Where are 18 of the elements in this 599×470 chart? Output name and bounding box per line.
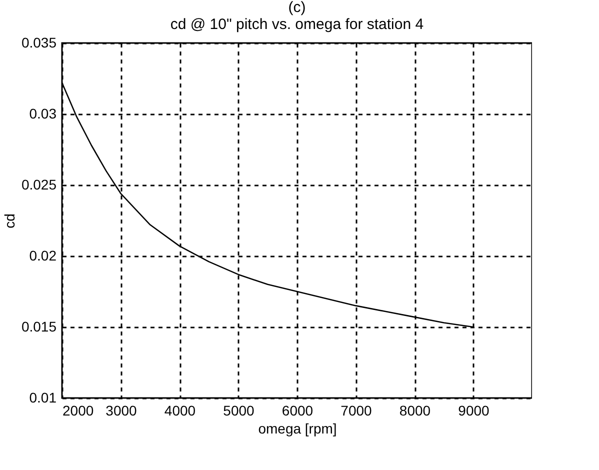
y-tick-label: 0.02: [29, 248, 57, 264]
y-tick-label: 0.01: [29, 390, 57, 406]
x-tick-label: 9000: [458, 402, 490, 418]
y-tick-label: 0.015: [21, 318, 57, 334]
x-tick-label: 2000: [62, 402, 94, 418]
text: (c): [288, 0, 306, 16]
x-tick-label: 6000: [282, 402, 314, 418]
x-tick-label: 3000: [106, 402, 138, 418]
y-tick-label: 0.035: [21, 34, 57, 50]
x-tick-label: 8000: [399, 402, 431, 418]
y-tick-label: 0.03: [29, 106, 57, 122]
x-tick-label: 7000: [340, 402, 372, 418]
chart-title: cd @ 10" pitch vs. omega for station 4: [170, 16, 424, 33]
x-tick-label: 5000: [223, 402, 255, 418]
x-axis-title: omega [rpm]: [258, 420, 337, 436]
x-tick-label: 4000: [164, 402, 196, 418]
y-axis-title: cd: [1, 214, 18, 228]
y-tick-label: 0.025: [21, 176, 57, 192]
